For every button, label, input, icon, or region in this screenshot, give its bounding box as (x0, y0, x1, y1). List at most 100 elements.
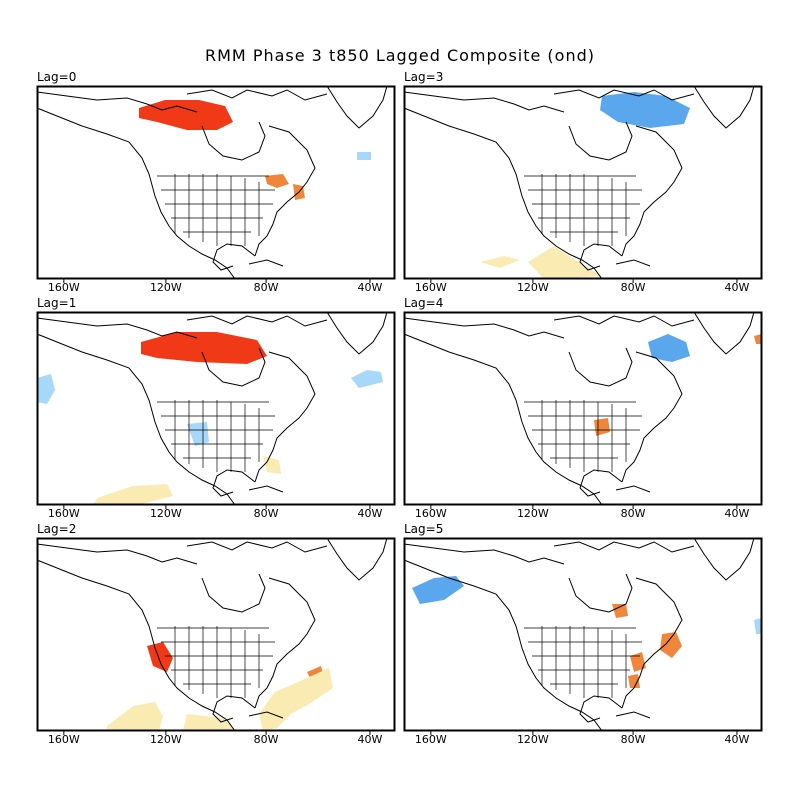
coastline-3 (553, 89, 695, 101)
coastline-6 (326, 537, 388, 581)
coastline-4 (254, 577, 316, 709)
coastline-0 (36, 333, 236, 506)
lon-tick-label: 120W (149, 733, 182, 746)
map-panel-2 (36, 311, 396, 509)
lon-tick-label: 120W (516, 281, 549, 294)
anomaly-cold-light-5 (754, 618, 762, 634)
anomaly-cold-light-2 (351, 370, 383, 388)
coastline-4 (621, 577, 683, 709)
lon-tick-label: 160W (414, 733, 447, 746)
panel-frame (36, 311, 396, 506)
anomaly-warm-light-1 (480, 256, 520, 268)
coastline-6 (326, 85, 388, 129)
coastline-5 (579, 243, 623, 271)
panel-label-lag-2: Lag=1 (37, 296, 77, 310)
lon-tick-label: 80W (253, 281, 279, 294)
coastline-1 (403, 317, 565, 339)
panel-frame (403, 311, 763, 506)
anomaly-cold-0 (648, 334, 690, 362)
coastline-6 (693, 85, 755, 129)
map-panel-3 (403, 311, 763, 509)
anomaly-warm-light-3 (107, 702, 163, 731)
coastline-7 (615, 711, 651, 719)
lon-tick-label: 40W (357, 281, 383, 294)
lon-tick-label: 120W (149, 507, 182, 520)
lon-tick-label: 80W (253, 507, 279, 520)
anomaly-warm-1 (612, 604, 628, 618)
coastline-0 (36, 559, 236, 732)
panel-label-lag-5: Lag=5 (404, 522, 444, 536)
anomaly-warm-strong-0 (139, 100, 233, 130)
lon-tick-label: 40W (357, 507, 383, 520)
coastline-3 (186, 315, 328, 327)
coastline-4 (621, 125, 683, 257)
lon-tick-label: 80W (620, 507, 646, 520)
coastline-2 (201, 573, 266, 613)
anomaly-warm-1 (594, 418, 610, 436)
anomaly-cold-0 (412, 576, 464, 604)
coastline-2 (568, 573, 633, 613)
lon-tick-label: 40W (724, 281, 750, 294)
coastline-5 (579, 469, 623, 497)
coastline-4 (254, 351, 316, 483)
anomaly-warm-strong-0 (147, 642, 173, 672)
anomaly-cold-light-3 (187, 422, 209, 446)
lon-tick-label: 160W (414, 281, 447, 294)
coastline-5 (212, 695, 256, 723)
lon-tick-label: 160W (47, 281, 80, 294)
lon-tick-label: 80W (253, 733, 279, 746)
coastline-6 (693, 537, 755, 581)
anomaly-warm-4 (628, 674, 640, 688)
coastline-6 (326, 311, 388, 355)
map-panel-0 (36, 85, 396, 283)
lon-tick-label: 160W (414, 507, 447, 520)
coastline-1 (36, 317, 198, 339)
figure-title: RMM Phase 3 t850 Lagged Composite (ond) (205, 46, 595, 65)
panel-label-lag-3: Lag=4 (404, 296, 444, 310)
coastline-2 (568, 121, 633, 161)
map-panel-5 (403, 537, 763, 735)
anomaly-warm-3 (660, 632, 682, 658)
anomaly-warm-1 (265, 174, 289, 188)
anomaly-warm-light-4 (263, 456, 281, 474)
coastline-5 (212, 243, 256, 271)
coastline-7 (615, 259, 651, 267)
anomaly-warm-light-4 (183, 714, 237, 731)
lon-tick-label: 160W (47, 507, 80, 520)
coastline-7 (248, 259, 284, 267)
coastline-2 (201, 121, 266, 161)
coastline-7 (615, 485, 651, 493)
coastline-5 (212, 469, 256, 497)
coastline-2 (201, 347, 266, 387)
anomaly-warm-light-2 (259, 668, 333, 731)
coastline-7 (248, 485, 284, 493)
coastline-5 (579, 695, 623, 723)
anomaly-warm-2 (754, 334, 762, 344)
map-panel-4 (36, 537, 396, 735)
panel-label-lag-0: Lag=0 (37, 70, 77, 84)
panel-frame (403, 537, 763, 732)
coastline-0 (36, 107, 236, 280)
coastline-0 (403, 333, 603, 506)
map-panel-1 (403, 85, 763, 283)
anomaly-cold-light-1 (37, 374, 55, 404)
panel-frame (36, 85, 396, 280)
anomaly-cold-light-3 (357, 152, 371, 160)
coastline-3 (553, 315, 695, 327)
lon-tick-label: 40W (724, 507, 750, 520)
lon-tick-label: 160W (47, 733, 80, 746)
lon-tick-label: 40W (724, 733, 750, 746)
lon-tick-label: 120W (516, 507, 549, 520)
coastline-3 (186, 89, 328, 101)
coastline-4 (254, 125, 316, 257)
coastline-0 (403, 107, 603, 280)
coastline-3 (553, 541, 695, 553)
coastline-7 (248, 711, 284, 719)
anomaly-warm-strong-0 (141, 332, 267, 364)
lon-tick-label: 120W (149, 281, 182, 294)
anomaly-warm-2 (630, 652, 646, 672)
coastline-6 (693, 311, 755, 355)
lon-tick-label: 80W (620, 281, 646, 294)
coastline-1 (36, 91, 198, 113)
panel-label-lag-4: Lag=2 (37, 522, 77, 536)
